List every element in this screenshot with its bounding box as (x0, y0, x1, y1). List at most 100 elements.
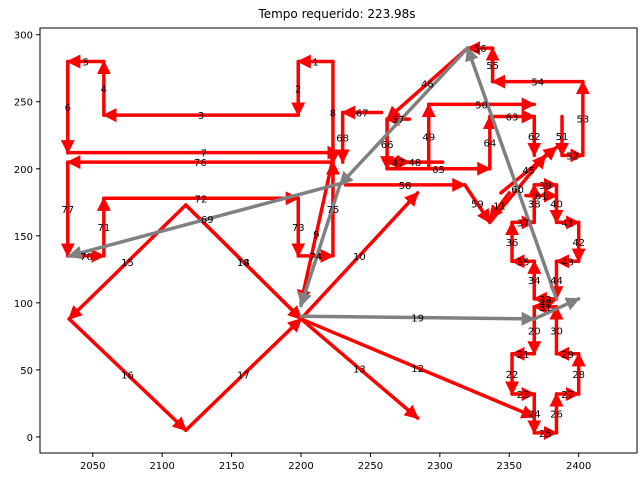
segment-label-69: 69 (201, 215, 214, 226)
x-tick-label-2400: 2400 (566, 461, 591, 472)
segment-label-55: 55 (486, 61, 499, 72)
transfer-segment-u4 (338, 46, 470, 187)
segment-label-10: 10 (353, 252, 366, 263)
segment-label-37: 37 (517, 218, 530, 229)
route-segment-12 (299, 317, 537, 419)
segment-label-2: 2 (295, 84, 301, 95)
route-segment-18 (184, 203, 303, 321)
segment-label-34: 34 (528, 276, 541, 287)
segment-label-72: 72 (195, 194, 208, 205)
segment-label-26: 26 (550, 409, 563, 420)
segment-label-54: 54 (531, 78, 544, 89)
route-segment-11 (488, 191, 512, 221)
segment-label-22: 22 (506, 370, 519, 381)
segment-label-29: 29 (561, 350, 574, 361)
segment-label-33: 33 (539, 295, 552, 306)
segment-label-77: 77 (61, 205, 74, 216)
segment-label-25: 25 (539, 429, 552, 440)
x-tick-label-2050: 2050 (80, 461, 105, 472)
segment-label-59: 59 (471, 200, 484, 211)
y-tick-label-300: 300 (14, 31, 33, 42)
segment-label-32: 32 (539, 299, 552, 310)
transfer-segment-69 (67, 180, 348, 260)
segment-label-4: 4 (101, 84, 107, 95)
segment-label-42: 42 (572, 238, 585, 249)
route-paths (60, 41, 590, 440)
segment-label-39: 39 (539, 181, 552, 192)
segment-label-43: 43 (561, 257, 574, 268)
segment-label-30: 30 (550, 326, 563, 337)
x-tick-label-2100: 2100 (149, 461, 174, 472)
x-tick-label-2200: 2200 (288, 461, 313, 472)
segment-label-17: 17 (237, 371, 250, 382)
x-tick-label-2250: 2250 (358, 461, 383, 472)
segment-label-41: 41 (561, 218, 574, 229)
segment-label-13: 13 (353, 365, 366, 376)
segment-label-12: 12 (411, 364, 424, 375)
segment-label-73: 73 (292, 223, 305, 234)
transfer-segment-u3 (465, 46, 559, 301)
x-tick-label-2150: 2150 (219, 461, 244, 472)
segment-label-61: 61 (535, 192, 548, 203)
route-segment-10 (299, 191, 420, 321)
segment-label-18: 18 (237, 258, 250, 269)
y-tick-label-100: 100 (14, 299, 33, 310)
segment-label-24: 24 (528, 409, 541, 420)
segment-label-19: 19 (411, 314, 424, 325)
route-segment-16 (67, 317, 188, 432)
route-segment-45 (499, 145, 559, 195)
segment-label-20: 20 (528, 326, 541, 337)
segment-label-65: 65 (432, 165, 445, 176)
segment-label-8: 8 (330, 108, 336, 119)
y-tick-label-50: 50 (20, 366, 33, 377)
segment-label-66: 66 (381, 140, 394, 151)
segment-label-67: 67 (356, 108, 369, 119)
segment-label-71: 71 (97, 223, 110, 234)
segment-label-56: 56 (474, 44, 487, 55)
segment-label-28: 28 (572, 370, 585, 381)
segment-label-46: 46 (421, 80, 434, 91)
segment-label-15: 15 (121, 258, 134, 269)
y-tick-label-0: 0 (27, 433, 33, 444)
segment-label-50: 50 (475, 100, 488, 111)
segment-label-6: 6 (65, 103, 71, 114)
segment-label-53: 53 (576, 114, 589, 125)
segment-label-68: 68 (336, 133, 349, 144)
segment-label-52: 52 (566, 151, 579, 162)
segment-label-7: 7 (201, 149, 207, 160)
segment-label-36: 36 (506, 238, 519, 249)
route-segment-59 (463, 183, 492, 225)
segment-label-40: 40 (550, 200, 563, 211)
x-tick-label-2350: 2350 (497, 461, 522, 472)
transfer-segment-u2 (532, 297, 581, 321)
segment-label-21: 21 (517, 350, 530, 361)
plot-frame (39, 27, 638, 454)
segment-label-9: 9 (313, 230, 319, 241)
segment-label-5: 5 (83, 58, 89, 69)
segment-label-58: 58 (399, 181, 412, 192)
x-tick-label-2300: 2300 (427, 461, 452, 472)
segment-label-44: 44 (550, 276, 563, 287)
segment-label-57: 57 (392, 115, 405, 126)
segment-label-51: 51 (556, 132, 569, 143)
segment-label-47: 47 (392, 158, 405, 169)
segment-label-11: 11 (493, 202, 506, 213)
segment-label-62: 62 (528, 132, 541, 143)
segment-label-75: 75 (327, 205, 340, 216)
y-tick-label-200: 200 (14, 165, 33, 176)
chart-title: Tempo requerido: 223.98s (257, 7, 415, 21)
segment-label-31: 31 (539, 303, 552, 314)
segment-label-14: 14 (237, 258, 250, 269)
segment-label-38: 38 (528, 200, 541, 211)
transfer-segment-19 (299, 311, 537, 326)
segment-label-74: 74 (309, 252, 322, 263)
axes: 2050 2100 2150 2200 2250 2300 2350 240005010015… (14, 27, 638, 472)
segment-label-23: 23 (517, 390, 530, 401)
route-segment-17 (184, 317, 303, 432)
segment-label-49: 49 (422, 133, 435, 144)
y-tick-label-250: 250 (14, 98, 33, 109)
y-tick-label-150: 150 (14, 232, 33, 243)
segment-label-70: 70 (80, 252, 93, 263)
